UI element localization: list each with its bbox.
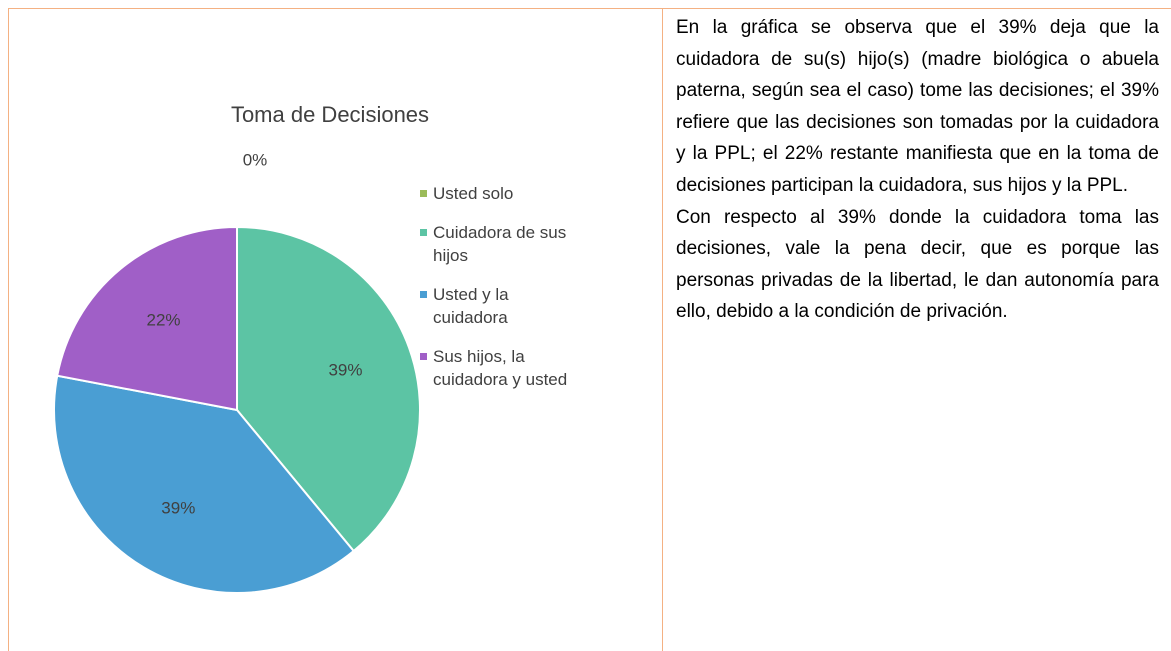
legend-label: Sus hijos, la cuidadora y usted [433, 347, 568, 389]
legend-label: Usted y la cuidadora [433, 285, 509, 327]
pie-slice [53, 374, 356, 594]
legend-swatch [420, 353, 427, 360]
data-label: 39% [328, 360, 362, 379]
legend: Usted solo Cuidadora de sus hijos Usted y … [420, 182, 610, 407]
legend-label: Usted solo [433, 184, 514, 203]
chart-title: Toma de Decisiones [231, 102, 429, 127]
legend-swatch [420, 291, 427, 298]
legend-swatch [420, 229, 427, 236]
legend-item: Sus hijos, la cuidadora y usted [420, 345, 610, 391]
legend-swatch [420, 190, 427, 197]
legend-item: Cuidadora de sus hijos [420, 221, 610, 267]
data-label: 22% [146, 311, 180, 330]
data-label: 0% [243, 151, 268, 170]
paragraph: En la gráfica se observa que el 39% deja… [676, 17, 1159, 196]
pie-slice [236, 225, 421, 553]
data-label: 39% [161, 499, 195, 518]
legend-label: Cuidadora de sus hijos [433, 223, 567, 265]
legend-item: Usted solo [420, 182, 610, 205]
paragraph: Con respecto al 39% donde la cuidadora t… [676, 206, 1159, 323]
table-border [8, 8, 1171, 9]
pie-slice [56, 225, 238, 412]
legend-item: Usted y la cuidadora [420, 283, 610, 329]
table-border [8, 8, 9, 651]
chart: Toma de Decisiones 0% 39% 39% 22% [53, 102, 429, 594]
table-border [662, 8, 663, 651]
text-cell: En la gráfica se observa que el 39% deja… [676, 12, 1159, 328]
